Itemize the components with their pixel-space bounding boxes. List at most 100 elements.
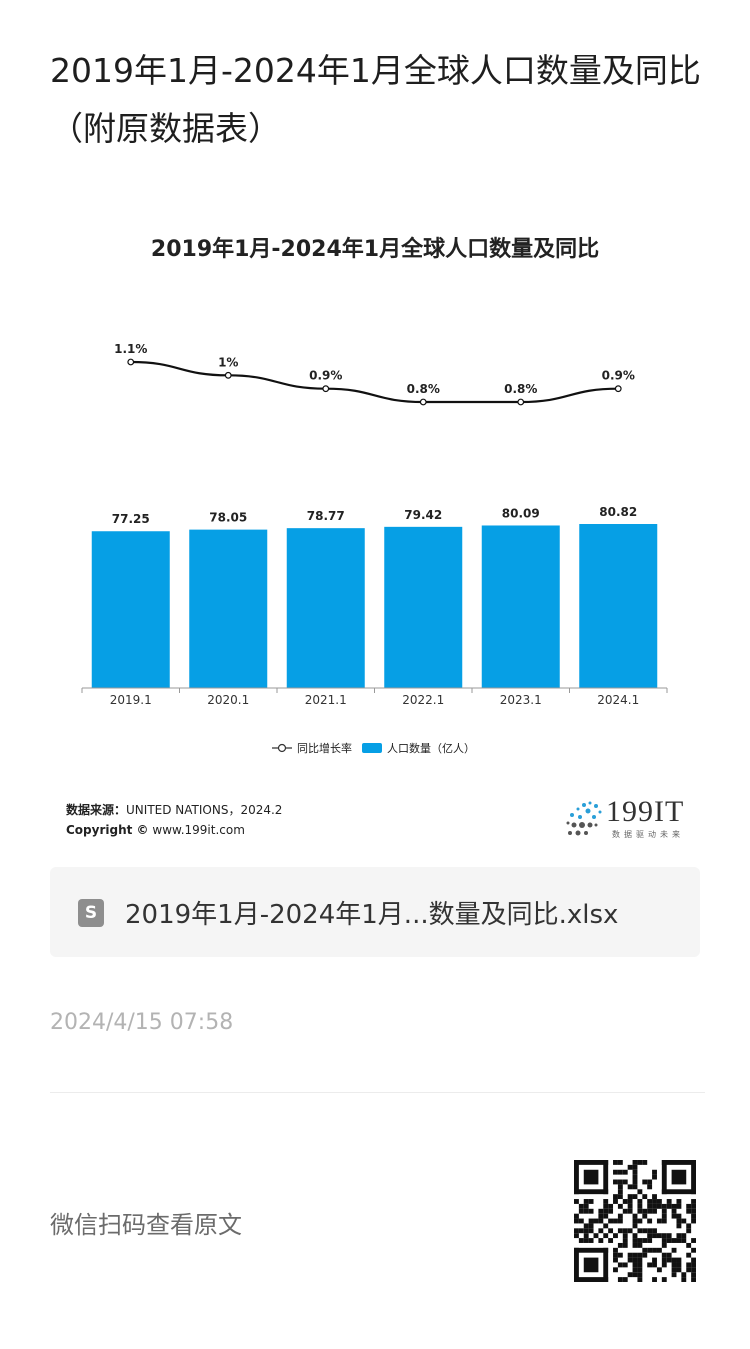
- bar-label-2021.1: 78.77: [307, 509, 345, 523]
- qr-module: [691, 1257, 696, 1263]
- qr-module: [617, 1242, 623, 1248]
- qr-finder: [583, 1257, 599, 1273]
- qr-module: [642, 1194, 648, 1200]
- qr-module: [647, 1203, 653, 1209]
- qr-module: [637, 1203, 643, 1209]
- qr-module: [637, 1267, 643, 1273]
- qr-module: [627, 1164, 633, 1170]
- legend-population: 人口数量（亿人）: [387, 742, 475, 755]
- qr-module: [632, 1169, 638, 1175]
- bar-label-2022.1: 79.42: [404, 508, 442, 522]
- qr-module: [598, 1218, 604, 1224]
- qr-module: [613, 1160, 618, 1165]
- qr-module: [676, 1267, 682, 1273]
- qr-module: [671, 1213, 677, 1219]
- qr-module: [652, 1169, 657, 1175]
- qr-module: [574, 1199, 579, 1204]
- qr-module: [642, 1160, 648, 1165]
- bar-label-2020.1: 78.05: [209, 511, 247, 525]
- bar-label-2024.1: 80.82: [599, 505, 637, 519]
- qr-module: [632, 1242, 638, 1248]
- copyright-value: www.199it.com: [152, 823, 245, 837]
- qr-module: [583, 1223, 589, 1229]
- qr-module: [627, 1252, 633, 1258]
- qr-module: [652, 1194, 657, 1200]
- qr-module: [637, 1262, 643, 1268]
- qr-finder: [691, 1160, 696, 1195]
- qr-module: [632, 1194, 638, 1200]
- page-title: 2019年1月-2024年1月全球人口数量及同比（附原数据表）: [50, 51, 701, 148]
- qr-module: [652, 1262, 657, 1268]
- qr-module: [676, 1238, 682, 1243]
- qr-module: [647, 1179, 653, 1185]
- qr-module: [647, 1247, 653, 1253]
- qr-module: [656, 1233, 662, 1239]
- qr-module: [617, 1160, 623, 1165]
- qr-module: [676, 1262, 682, 1268]
- qr-module: [642, 1247, 648, 1253]
- qr-module: [622, 1199, 628, 1204]
- qr-module: [637, 1218, 643, 1224]
- qr-module: [617, 1218, 623, 1224]
- qr-module: [637, 1199, 643, 1204]
- qr-module: [652, 1247, 657, 1253]
- qr-module: [574, 1213, 579, 1219]
- x-tick-label-2020.1: 2020.1: [207, 693, 249, 707]
- qr-module: [574, 1233, 579, 1239]
- qr-module: [686, 1252, 692, 1258]
- qr-module: [647, 1228, 653, 1234]
- qr-module: [637, 1242, 643, 1248]
- qr-module: [676, 1218, 682, 1224]
- growth-label-2021.1: 0.9%: [309, 369, 342, 383]
- growth-point-2022.1: [419, 398, 427, 406]
- qr-finder: [574, 1247, 579, 1282]
- growth-label-2023.1: 0.8%: [504, 382, 537, 396]
- qr-module: [632, 1160, 638, 1165]
- growth-label-2024.1: 0.9%: [602, 369, 635, 383]
- qr-module: [578, 1238, 584, 1243]
- attachment-file-name[interactable]: 2019年1月-2024年1月...数量及同比.xlsx: [125, 900, 619, 930]
- qr-module: [666, 1203, 672, 1209]
- qr-module: [632, 1233, 638, 1239]
- qr-module: [603, 1223, 609, 1229]
- qr-module: [598, 1238, 604, 1243]
- qr-module: [686, 1223, 692, 1229]
- qr-finder: [661, 1189, 696, 1195]
- growth-label-2019.1: 1.1%: [114, 342, 147, 356]
- qr-module: [637, 1189, 643, 1195]
- qr-module: [671, 1257, 677, 1263]
- spreadsheet-icon: S: [78, 899, 104, 927]
- qr-module: [632, 1272, 638, 1278]
- chart: 2019年1月-2024年1月全球人口数量及同比 77.25 78.05 78.77 7…: [0, 200, 750, 860]
- qr-module: [627, 1199, 633, 1204]
- qr-module: [637, 1272, 643, 1278]
- qr-module: [647, 1208, 653, 1214]
- qr-module: [637, 1238, 643, 1243]
- qr-module: [652, 1228, 657, 1234]
- qr-module: [608, 1238, 614, 1243]
- qr-module: [627, 1184, 633, 1190]
- qr-module: [691, 1203, 696, 1209]
- qr-module: [647, 1262, 653, 1268]
- qr-module: [583, 1228, 589, 1234]
- qr-module: [608, 1228, 614, 1234]
- source-label: 数据来源：: [66, 803, 127, 817]
- qr-module: [642, 1179, 648, 1185]
- qr-finder: [603, 1160, 609, 1195]
- x-tick-label-2019.1: 2019.1: [110, 693, 152, 707]
- qr-module: [652, 1208, 657, 1214]
- qr-module: [588, 1238, 594, 1243]
- qr-module: [632, 1213, 638, 1219]
- growth-label-2022.1: 0.8%: [407, 382, 440, 396]
- publish-time: 2024/4/15 07:58: [50, 1010, 234, 1035]
- qr-module: [656, 1267, 662, 1273]
- qr-module: [632, 1174, 638, 1180]
- attachment-card[interactable]: S 2019年1月-2024年1月...数量及同比.xlsx: [50, 867, 700, 957]
- qr-finder: [671, 1169, 687, 1185]
- qr-module: [691, 1208, 696, 1214]
- qr-code[interactable]: [574, 1160, 696, 1282]
- qr-module: [671, 1203, 677, 1209]
- qr-module: [598, 1213, 604, 1219]
- x-tick-label-2023.1: 2023.1: [500, 693, 542, 707]
- qr-module: [617, 1184, 623, 1190]
